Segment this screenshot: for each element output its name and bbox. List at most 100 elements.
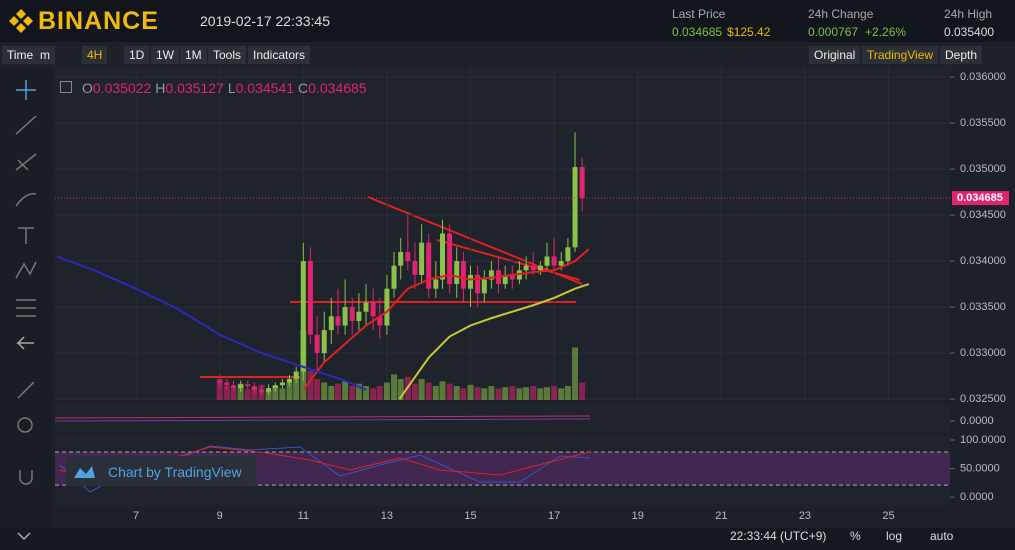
toolbar-button[interactable]: Original <box>809 46 861 64</box>
last-price-tag <box>952 191 1009 206</box>
toolbar-button[interactable]: Tools <box>208 46 247 64</box>
candle-body <box>300 261 306 372</box>
watermark: Chart by TradingView <box>108 464 242 480</box>
volume-bar <box>523 387 530 400</box>
toolbar-button[interactable]: Depth <box>940 46 983 64</box>
candle-body <box>356 311 362 321</box>
candle-body <box>238 384 244 389</box>
volume-bar <box>370 388 377 400</box>
toolbar-button[interactable]: 4H <box>82 46 108 64</box>
x-tick-label: 25 <box>882 510 894 522</box>
volume-bar <box>355 383 362 400</box>
toolbar-button[interactable]: Indicators <box>248 46 311 64</box>
toolbar-button[interactable]: Time <box>2 46 39 64</box>
logo-icon <box>9 9 33 33</box>
tool-icons <box>15 80 37 541</box>
y-tick-label: 0.032500 <box>960 393 1006 405</box>
footer-button[interactable]: auto <box>930 529 954 543</box>
volume-bar <box>279 388 286 400</box>
legend-value: 0.035022 <box>92 80 152 96</box>
toggle[interactable] <box>60 81 72 93</box>
watermark-box[interactable]: Chart by TradingView <box>66 456 256 486</box>
macd-line <box>54 418 591 422</box>
x-tick-label: 9 <box>217 510 223 522</box>
volume-bar <box>272 386 279 400</box>
footer-button[interactable]: log <box>886 529 903 543</box>
x-tick-label: 7 <box>133 510 139 522</box>
volume-bar <box>432 386 439 400</box>
y-tick-label: 100.0000 <box>960 434 1006 446</box>
legend-key: O <box>82 80 93 96</box>
legend-key: H <box>155 80 166 96</box>
candle-body <box>544 256 550 266</box>
candle-body <box>245 384 251 387</box>
volume-bar <box>572 347 579 400</box>
candle-body <box>572 167 578 248</box>
y-tick-label: 0.035000 <box>960 163 1006 175</box>
volume-bar <box>488 386 495 400</box>
toolbar-button[interactable]: 1W <box>151 46 179 64</box>
moving-average <box>302 248 590 391</box>
legend-key: C <box>298 80 309 96</box>
volume-bar <box>349 386 356 400</box>
candle-body <box>475 274 481 294</box>
volume-bar <box>425 382 432 400</box>
toolbar-button[interactable]: 1M <box>180 46 207 64</box>
toolbar-button[interactable]: m <box>35 46 55 64</box>
value: $125.42 <box>727 25 771 39</box>
candle-body <box>293 371 299 379</box>
ohlc-legend: O0.035022 H0.035127 L0.034541 C0.034685 <box>60 80 367 96</box>
y-tick-label: 0.035500 <box>960 117 1006 129</box>
volume-bar <box>321 382 328 400</box>
candle-body <box>530 265 536 271</box>
volume-bar <box>460 388 467 400</box>
value: 0.034685 <box>672 25 723 39</box>
candle-body <box>363 302 369 312</box>
candle-body <box>328 316 334 331</box>
candle-body <box>579 167 585 199</box>
candle-body <box>412 261 418 275</box>
tv-icon <box>74 466 95 478</box>
candle-body <box>419 242 425 275</box>
toolbar-button[interactable]: 1D <box>124 46 150 64</box>
candle-body <box>481 279 487 294</box>
candle-body <box>230 385 236 389</box>
candle-body <box>398 251 404 266</box>
toolbar-button[interactable]: TradingView <box>862 46 939 64</box>
candle-body <box>447 233 453 285</box>
volume-bar <box>335 383 342 400</box>
volume-bar <box>237 383 244 400</box>
candle-body <box>314 334 320 354</box>
candle-body <box>279 382 285 386</box>
candle-body <box>384 288 390 326</box>
volume-bar <box>244 389 251 400</box>
footer-bar <box>0 528 1015 550</box>
volume-bar <box>216 379 223 400</box>
candle-body <box>502 274 508 285</box>
y-tick-label: 0.036000 <box>960 71 1006 83</box>
x-tick-label: 19 <box>632 510 644 522</box>
legend-key: L <box>227 80 236 96</box>
signal-line <box>54 415 591 419</box>
x-tick-label: 17 <box>548 510 560 522</box>
y-tick-label: 0.034000 <box>960 255 1006 267</box>
datetime: 2019-02-17 22:33:45 <box>200 13 330 29</box>
candle-body <box>558 261 564 266</box>
candle-body <box>287 378 293 383</box>
candle-body <box>259 389 265 392</box>
candle-body <box>307 261 313 335</box>
main-panel <box>55 67 950 400</box>
y-tick-label: 0.034500 <box>960 209 1006 221</box>
candle-body <box>460 261 466 289</box>
moving-average <box>56 255 367 391</box>
candle-body <box>335 316 341 326</box>
volume-bar <box>293 376 300 400</box>
x-tick-label: 21 <box>715 510 727 522</box>
footer-button[interactable]: % <box>850 529 861 543</box>
candle-body <box>454 261 460 285</box>
volume-bar <box>439 381 446 400</box>
label: 24h High <box>944 7 993 21</box>
volume-bar <box>530 386 537 400</box>
